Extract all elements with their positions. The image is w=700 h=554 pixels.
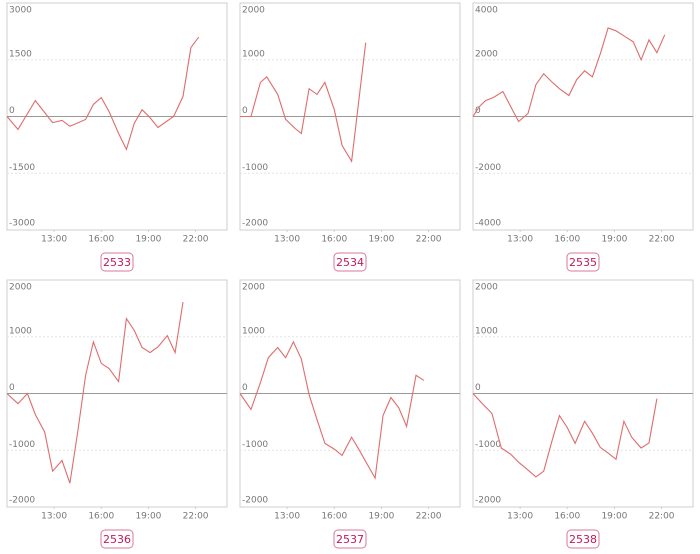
chart-title: 2533 (103, 256, 131, 269)
chart-title: 2538 (569, 533, 597, 546)
x-tick-label: 19:00 (601, 512, 627, 522)
x-tick-label: 22:00 (649, 512, 675, 522)
x-tick-label: 16:00 (554, 235, 580, 245)
y-tick-label: 0 (9, 383, 15, 393)
y-tick-label: -1000 (242, 163, 268, 173)
y-tick-label: 1000 (475, 326, 498, 336)
x-tick-label: 19:00 (601, 235, 627, 245)
y-tick-label: 0 (475, 383, 481, 393)
x-tick-label: 19:00 (135, 512, 161, 522)
line (6, 36, 200, 151)
line (6, 302, 184, 484)
y-tick-label: 2000 (475, 283, 498, 293)
y-tick-label: 2000 (475, 49, 498, 59)
x-tick-label: 22:00 (183, 512, 209, 522)
x-tick-label: 16:00 (554, 512, 580, 522)
x-tick-label: 19:00 (368, 512, 394, 522)
chart-title: 2534 (336, 256, 364, 269)
x-tick-label: 13:00 (41, 512, 67, 522)
y-tick-label: -1000 (9, 440, 35, 450)
y-tick-label: -1000 (475, 440, 501, 450)
x-tick-label: 16:00 (88, 512, 114, 522)
title-box (100, 529, 134, 549)
x-tick-label: 22:00 (183, 235, 209, 245)
y-tick-label: -2000 (9, 496, 35, 506)
y-tick-label: -2000 (475, 496, 501, 506)
y-tick-label: -2000 (242, 496, 268, 506)
x-tick-label: 16:00 (321, 512, 347, 522)
y-tick-label: -4000 (475, 219, 501, 229)
x-tick-label: 19:00 (368, 235, 394, 245)
chart-title: 2536 (103, 533, 131, 546)
title-box (333, 252, 367, 272)
y-tick-label: 1000 (242, 49, 265, 59)
y-tick-label: 2000 (9, 283, 32, 293)
title-box (333, 529, 367, 549)
title-box (100, 252, 134, 272)
y-tick-label: 1000 (242, 326, 265, 336)
y-tick-label: 0 (242, 383, 248, 393)
y-tick-label: -1000 (242, 440, 268, 450)
x-tick-label: 22:00 (649, 235, 675, 245)
y-tick-label: 2000 (242, 6, 265, 16)
line (472, 393, 658, 478)
x-tick-label: 16:00 (88, 235, 114, 245)
x-tick-label: 16:00 (321, 235, 347, 245)
y-tick-label: -3000 (9, 219, 35, 229)
y-tick-label: 1500 (9, 49, 32, 59)
y-tick-label: 1000 (9, 326, 32, 336)
x-tick-label: 19:00 (135, 235, 161, 245)
x-tick-label: 22:00 (416, 512, 442, 522)
x-tick-label: 13:00 (41, 235, 67, 245)
y-tick-label: 0 (242, 106, 248, 116)
chart-title: 2537 (336, 533, 364, 546)
x-tick-label: 13:00 (507, 235, 533, 245)
title-box (566, 252, 600, 272)
y-tick-label: 3000 (9, 6, 32, 16)
line (472, 27, 666, 123)
y-tick-label: 4000 (475, 6, 498, 16)
x-tick-label: 13:00 (274, 512, 300, 522)
chart-title: 2535 (569, 256, 597, 269)
y-tick-label: -2000 (242, 219, 268, 229)
y-tick-label: 2000 (242, 283, 265, 293)
y-tick-label: -1500 (9, 163, 35, 173)
x-tick-label: 22:00 (416, 235, 442, 245)
y-tick-label: 0 (475, 106, 481, 116)
title-box (566, 529, 600, 549)
y-tick-label: -2000 (475, 163, 501, 173)
x-tick-label: 13:00 (507, 512, 533, 522)
line (240, 42, 367, 163)
y-tick-label: 0 (9, 106, 15, 116)
x-tick-label: 13:00 (274, 235, 300, 245)
line (239, 340, 425, 480)
